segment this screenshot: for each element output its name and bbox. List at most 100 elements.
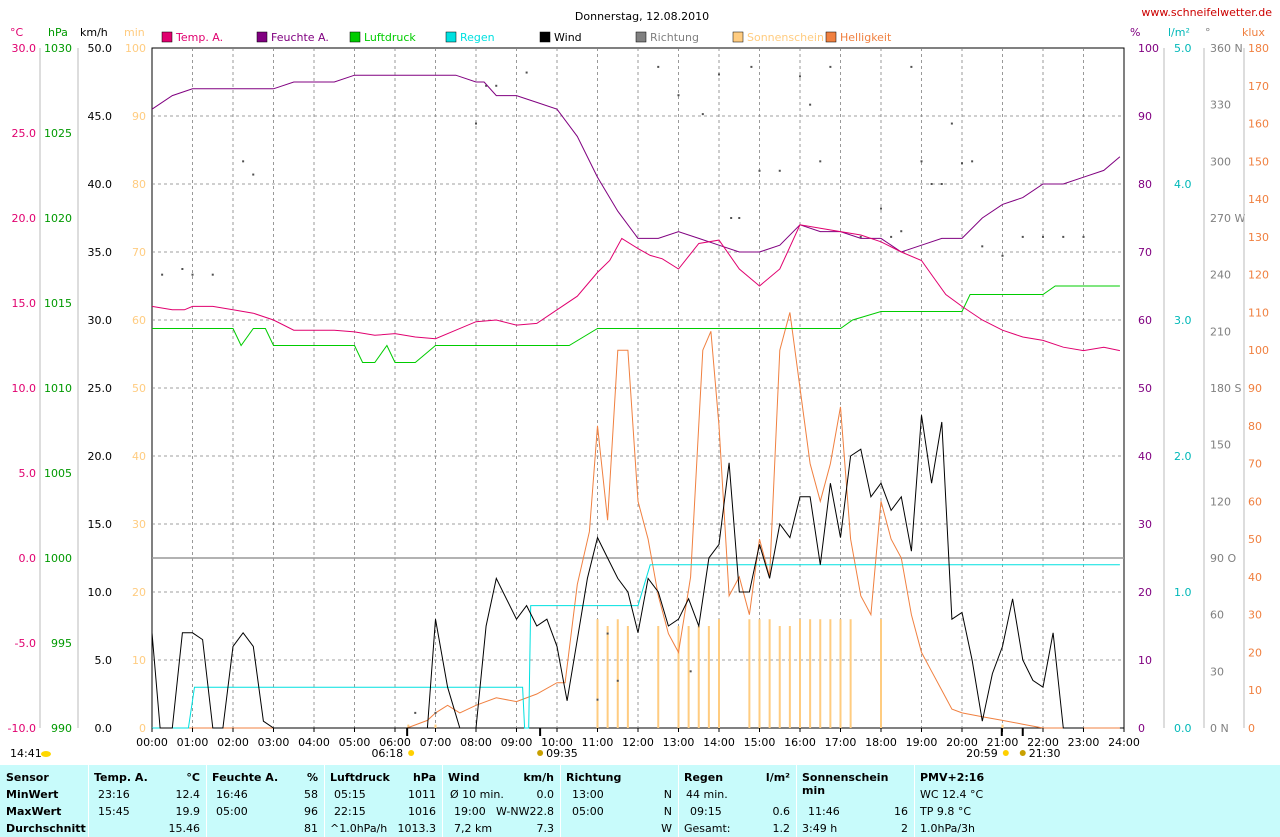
pressure-trend: ^1.0hPa/h [330,822,388,835]
point-richtung-9 [485,84,488,87]
tick-brightness-17: 170 [1248,80,1269,93]
temp-max: 19.9 [175,805,201,818]
point-richtung-13 [606,632,609,635]
point-richtung-32 [900,230,903,233]
axis-unit-sunshine: min [124,26,145,39]
point-richtung-3 [211,273,214,276]
legend: Temp. A. Feuchte A. Luftdruck Regen Wind Rich… [161,31,892,44]
xtick-0: 00:00 [136,736,168,749]
tick-wind-7: 35.0 [88,246,113,259]
tick-direction-11: 330 [1210,99,1231,112]
line-luftdruck [152,285,1120,363]
tick-sunshine-5: 50 [132,382,146,395]
pressure-min: 1011 [408,788,436,801]
point-richtung-21 [738,217,741,219]
tick-pressure-0: 990 [51,722,72,735]
cloud-icon [41,751,51,757]
tick-sunshine-8: 80 [132,178,146,191]
xtick-7: 07:00 [420,736,452,749]
axis-unit-wind: km/h [80,26,108,39]
point-richtung-36 [940,183,943,185]
xtick-15: 15:00 [744,736,776,749]
temp-unit: °C [186,771,200,784]
sunshine-total: 3:49 h [802,822,838,835]
xtick-23: 23:00 [1068,736,1100,749]
tick-pressure-6: 1020 [44,212,72,225]
site-url[interactable]: www.schneifelwetter.de [1141,6,1272,19]
point-richtung-34 [920,160,923,163]
temp-avg: 15.46 [168,822,201,835]
tick-temp-4: 10.0 [12,382,37,395]
tick-temp-1: -5.0 [15,637,36,650]
tick-rain-4: 4.0 [1174,178,1192,191]
humidity-avg: 81 [304,822,318,835]
tick-brightness-13: 130 [1248,231,1269,244]
legend-swatch-5 [635,31,647,43]
tick-direction-5: 150 [1210,439,1231,452]
xtick-14: 14:00 [703,736,735,749]
tick-pressure-1: 995 [51,637,72,650]
tick-humidity-2: 20 [1138,586,1152,599]
tick-direction-4: 120 [1210,495,1231,508]
point-richtung-11 [525,71,528,74]
direction-avg: W [661,822,672,835]
tick-sunshine-10: 100 [125,42,146,55]
tick-brightness-4: 40 [1248,571,1262,584]
wind-min-label: Ø 10 min. [450,788,504,801]
wind-header: Wind [448,771,480,784]
xtick-10: 10:00 [541,736,573,749]
point-richtung-26 [809,103,812,106]
summary-col-wind: Wind km/h Ø 10 min. 0.0 19:00 W-NW 22.8 … [442,765,560,837]
line-feuchte-a- [151,74,1121,253]
tick-sunshine-1: 10 [132,654,146,667]
tick-humidity-4: 40 [1138,450,1152,463]
legend-label-1: Feuchte A. [271,31,329,44]
legend-label-3: Regen [460,31,495,44]
point-richtung-28 [829,65,832,68]
point-richtung-45 [1082,235,1085,238]
wind-max-time: 19:00 [454,805,486,818]
summary-col-sunshine: Sonnenschein min 11:46 16 3:49 h 2 [796,765,914,837]
row-label-max: MaxWert [6,805,62,818]
pressure-avg: 1013.3 [397,822,437,835]
legend-swatch-2 [349,31,361,43]
humidity-min: 58 [304,788,318,801]
tick-wind-6: 30.0 [88,314,113,327]
tick-brightness-15: 150 [1248,155,1269,168]
point-richtung-2 [191,273,194,276]
tick-brightness-10: 100 [1248,344,1269,357]
axes: °C -10.0 -5.0 0.0 5.0 10.0 15.0 20.0 25.0 30.0 hPa… [8,26,1269,735]
legend-label-6: Sonnenschein [747,31,824,44]
tick-wind-1: 5.0 [95,654,113,667]
tick-brightness-14: 140 [1248,193,1269,206]
xtick-1: 01:00 [177,736,209,749]
point-richtung-18 [701,113,704,116]
rain-unit: l/m² [765,771,790,784]
tick-sunshine-6: 60 [132,314,146,327]
summary-col-pmv: PMV+2:16 WC 12.4 °C TP 9.8 °C 1.0hPa/3h [914,765,1054,837]
point-richtung-5 [252,173,255,176]
tick-humidity-5: 50 [1138,382,1152,395]
legend-label-4: Wind [554,31,582,44]
pressure-header: Luftdruck [330,771,390,784]
point-richtung-33 [910,65,913,68]
temp-min-time: 23:16 [98,788,130,801]
tick-brightness-8: 80 [1248,420,1262,433]
summary-col-pressure: Luftdruck hPa 05:15 1011 22:15 1016 ^1.0… [324,765,442,837]
tick-wind-5: 25.0 [88,382,113,395]
left-time-label: 14:41 [10,747,42,760]
tick-sunshine-2: 20 [132,586,146,599]
pmv-windchill: WC 12.4 °C [920,788,984,801]
pmv-dewpoint: TP 9.8 °C [920,805,972,818]
wind-unit: km/h [523,771,554,784]
event-label-2: 20:59 [966,747,998,760]
rain-total-label: Gesamt: [684,822,731,835]
tick-pressure-2: 1000 [44,552,72,565]
point-richtung-29 [859,235,862,238]
point-richtung-38 [961,162,963,165]
xtick-19: 19:00 [906,736,938,749]
point-richtung-16 [677,94,680,97]
tick-brightness-2: 20 [1248,646,1262,659]
tick-wind-4: 20.0 [88,450,113,463]
point-richtung-39 [971,160,974,163]
